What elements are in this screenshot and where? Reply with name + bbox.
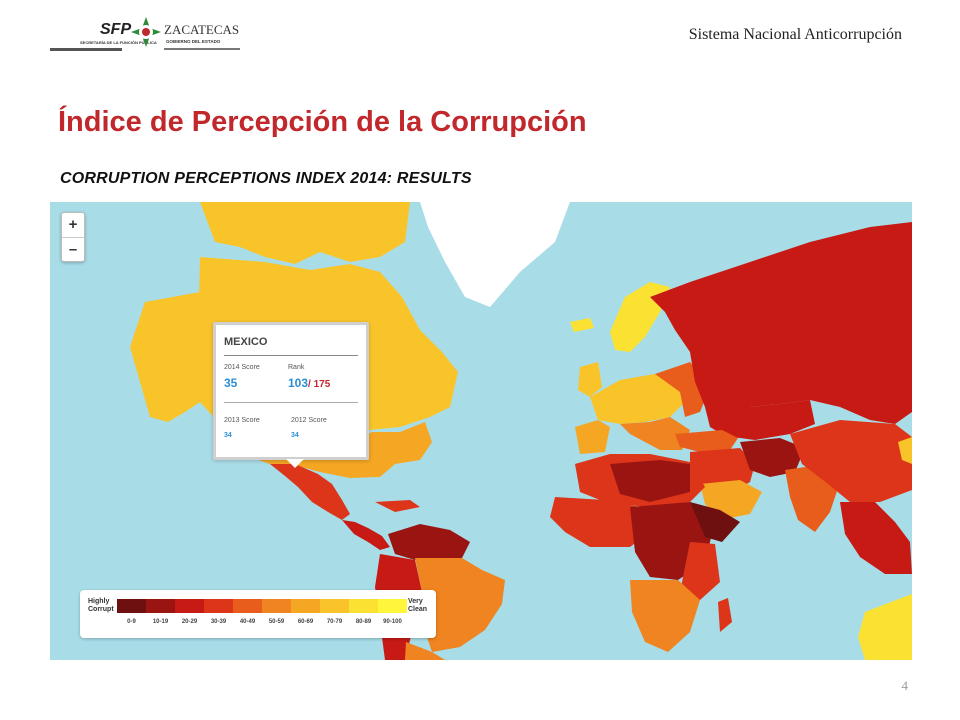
legend-low-label-line1: Highly	[88, 598, 110, 605]
legend-range-label: 20-29	[181, 619, 198, 625]
southern-africa	[630, 580, 700, 652]
south-america-north	[388, 524, 470, 560]
legend-range-label: 90-100	[383, 619, 402, 625]
popup-score-2013-label: 2013 Score	[224, 417, 260, 424]
legend-swatch	[262, 599, 291, 613]
legend-swatch	[378, 599, 407, 613]
central-asia	[705, 400, 815, 440]
popup-score-2013-value: 34	[224, 432, 232, 439]
canadian-arctic-islands	[200, 202, 410, 264]
zoom-out-button[interactable]: –	[62, 237, 84, 261]
east-africa	[680, 542, 720, 600]
legend-range-label: 10-19	[152, 619, 169, 625]
zacatecas-logo-text: ZACATECAS	[164, 22, 239, 37]
popup-rank-value: 103	[288, 376, 309, 390]
madagascar	[718, 598, 732, 632]
australia	[858, 594, 912, 660]
south-america-south	[405, 642, 445, 660]
popup-rank-row: 103/ 175	[288, 376, 330, 390]
popup-divider-2	[224, 402, 358, 403]
legend-range-label: 70-79	[326, 619, 343, 625]
popup-divider	[224, 355, 358, 356]
legend-swatch	[204, 599, 233, 613]
legend-swatch	[233, 599, 262, 613]
sfp-logo-subtext: SECRETARÍA DE LA FUNCIÓN PÚBLICA	[80, 40, 157, 45]
legend-range-label: 0-9	[127, 619, 136, 625]
legend-swatch	[146, 599, 175, 613]
zacatecas-logo-subtext: GOBIERNO DEL ESTADO	[166, 39, 221, 44]
header-system-name: Sistema Nacional Anticorrupción	[688, 26, 902, 43]
popup-rank-label: Rank	[288, 364, 305, 371]
legend-range-label: 60-69	[297, 619, 314, 625]
popup-score-2014-label: 2014 Score	[224, 364, 260, 371]
libya-egypt	[610, 460, 690, 502]
legend-range-label: 80-89	[355, 619, 372, 625]
legend-range-label: 40-49	[239, 619, 256, 625]
iberia	[575, 420, 610, 454]
scandinavia	[610, 282, 670, 352]
zacatecas-emblem-icon	[131, 17, 161, 47]
legend-high-label-line1: Very	[408, 598, 423, 605]
uk-ireland	[578, 362, 602, 397]
legend-swatch	[291, 599, 320, 613]
brazil	[415, 558, 505, 652]
popup-score-2012-value: 34	[291, 432, 299, 439]
mexico	[270, 464, 350, 520]
alaska	[130, 292, 200, 422]
sfp-logo-text: SFP	[100, 21, 131, 38]
legend-low-label-line2: Corrupt	[88, 606, 114, 613]
iran-afghanistan	[740, 438, 805, 477]
turkey	[675, 430, 738, 452]
legend-low-label: Highly Corrupt	[88, 598, 114, 614]
legend-swatch	[117, 599, 146, 613]
legend-high-label: Very Clean	[408, 598, 427, 614]
caribbean	[375, 500, 420, 512]
legend-range-label: 30-39	[210, 619, 227, 625]
world-map[interactable]: + – MEXICO 2014 Score 35 Rank 103/ 175 2…	[50, 202, 912, 660]
iceland	[570, 318, 594, 332]
map-legend: Highly Corrupt 0-9 10-19 20-29 30-39 40-49 50…	[80, 590, 436, 638]
page-number: 4	[901, 678, 909, 693]
italy-balkans	[620, 417, 690, 450]
china	[790, 420, 912, 502]
legend-swatch	[349, 599, 378, 613]
legend-swatch	[320, 599, 349, 613]
popup-score-2012-label: 2012 Score	[291, 417, 327, 424]
legend-swatch	[175, 599, 204, 613]
header-logos: SFP SECRETARÍA DE LA FUNCIÓN PÚBLICA ZAC…	[50, 17, 240, 51]
legend-range-label: 50-59	[268, 619, 285, 625]
zacatecas-logo: ZACATECAS GOBIERNO DEL ESTADO	[131, 17, 240, 50]
page-title: Índice de Percepción de la Corrupción	[58, 106, 587, 138]
zoom-in-button[interactable]: +	[62, 213, 84, 237]
central-america	[342, 520, 390, 550]
japan	[898, 437, 912, 464]
legend-swatches	[117, 599, 407, 613]
popup-rank-total: / 175	[308, 379, 331, 390]
country-popup: MEXICO 2014 Score 35 Rank 103/ 175 2013 …	[213, 322, 369, 468]
southeast-asia	[840, 502, 912, 574]
legend-high-label-line2: Clean	[408, 606, 428, 613]
sfp-logo: SFP SECRETARÍA DE LA FUNCIÓN PÚBLICA	[50, 21, 157, 51]
horn-of-africa	[690, 502, 740, 542]
popup-score-2014-value: 35	[224, 376, 238, 390]
popup-country-name: MEXICO	[224, 336, 268, 348]
popup-pointer	[286, 459, 304, 468]
legend-ranges: 0-9 10-19 20-29 30-39 40-49 50-59 60-69 70-79 80…	[117, 619, 407, 625]
russia	[650, 222, 912, 424]
page-subtitle: CORRUPTION PERCEPTIONS INDEX 2014: RESUL…	[60, 170, 472, 187]
greenland	[420, 202, 570, 307]
west-africa	[550, 497, 650, 547]
zoom-controls: + –	[61, 212, 85, 262]
western-europe	[590, 372, 685, 424]
